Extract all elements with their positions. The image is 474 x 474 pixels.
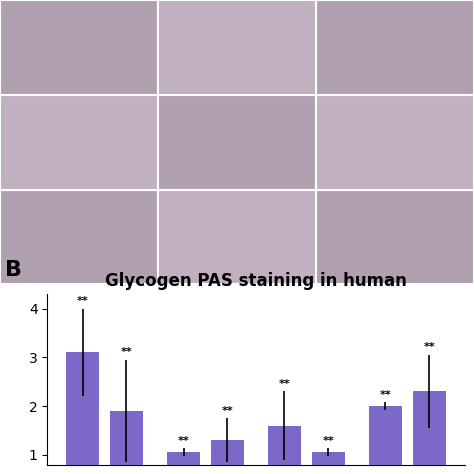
Bar [66,352,99,474]
Text: **: ** [322,436,334,446]
Text: **: ** [279,379,291,389]
Bar [158,95,316,190]
Title: Glycogen PAS staining in human: Glycogen PAS staining in human [105,272,407,290]
Text: **: ** [178,436,190,446]
Bar [110,411,143,474]
Bar [316,190,474,284]
Bar [158,190,316,284]
Bar [413,392,446,474]
Bar [316,95,474,190]
Bar [0,190,158,284]
Bar [312,452,345,474]
Text: **: ** [77,296,88,306]
Bar [316,0,474,95]
Text: **: ** [221,406,233,416]
Bar [167,452,200,474]
Bar [211,440,244,474]
Text: **: ** [120,347,132,357]
Bar [0,0,158,95]
Bar [0,95,158,190]
Bar [369,406,402,474]
Bar [268,426,301,474]
Text: **: ** [380,390,392,400]
Text: **: ** [424,342,435,352]
Bar [158,0,316,95]
Text: B: B [5,260,22,280]
